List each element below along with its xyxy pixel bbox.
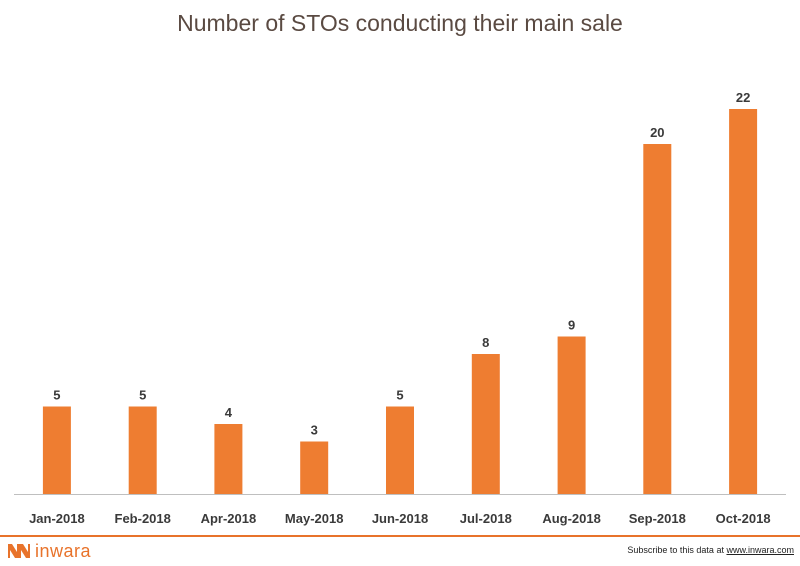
data-label-jan-2018: 5	[53, 388, 60, 403]
data-label-may-2018: 3	[311, 423, 318, 438]
x-tick-label-oct-2018: Oct-2018	[716, 511, 771, 526]
bar-apr-2018	[214, 424, 243, 494]
logo-mark-icon	[8, 544, 30, 558]
data-label-jun-2018: 5	[396, 388, 403, 403]
bars-group	[42, 109, 758, 494]
bar-jun-2018	[386, 406, 414, 494]
data-label-apr-2018: 4	[225, 405, 233, 420]
x-tick-label-aug-2018: Aug-2018	[542, 511, 601, 526]
subscribe-note: Subscribe to this data at www.inwara.com	[627, 545, 794, 555]
brand-logo: inwara	[8, 541, 91, 561]
x-tick-labels-group: Jan-2018 Feb-2018 Apr-2018 May-2018 Jun-2018…	[29, 511, 770, 526]
x-tick-label-sep-2018: Sep-2018	[629, 511, 686, 526]
data-label-feb-2018: 5	[139, 388, 146, 403]
brand-name: inwara	[35, 540, 92, 561]
data-label-oct-2018: 22	[736, 90, 750, 105]
x-tick-label-may-2018: May-2018	[285, 511, 344, 526]
subscribe-text: Subscribe to this data at	[627, 545, 724, 555]
x-tick-label-jan-2018: Jan-2018	[29, 511, 85, 526]
x-tick-label-apr-2018: Apr-2018	[201, 511, 257, 526]
x-tick-label-jul-2018: Jul-2018	[460, 511, 512, 526]
x-tick-label-feb-2018: Feb-2018	[115, 511, 171, 526]
bar-jan-2018	[42, 406, 71, 494]
bar-aug-2018	[557, 336, 586, 494]
data-labels-group: 5 5 4 3 5 8 9 20 22	[53, 90, 750, 438]
bar-may-2018	[300, 441, 329, 494]
bar-chart: 5 5 4 3 5 8 9 20 22 Jan-2018 Feb-2018 Apr-2018 May-…	[14, 90, 786, 526]
data-label-jul-2018: 8	[482, 335, 489, 350]
bar-jul-2018	[471, 354, 500, 494]
bar-sep-2018	[643, 144, 672, 494]
x-tick-label-jun-2018: Jun-2018	[372, 511, 428, 526]
subscribe-link[interactable]: www.inwara.com	[726, 545, 794, 555]
data-label-sep-2018: 20	[650, 125, 664, 140]
bar-feb-2018	[128, 406, 157, 494]
data-label-aug-2018: 9	[568, 318, 575, 333]
bar-oct-2018	[729, 109, 758, 494]
chart-title: Number of STOs conducting their main sal…	[177, 10, 623, 36]
footer-divider	[0, 535, 800, 537]
